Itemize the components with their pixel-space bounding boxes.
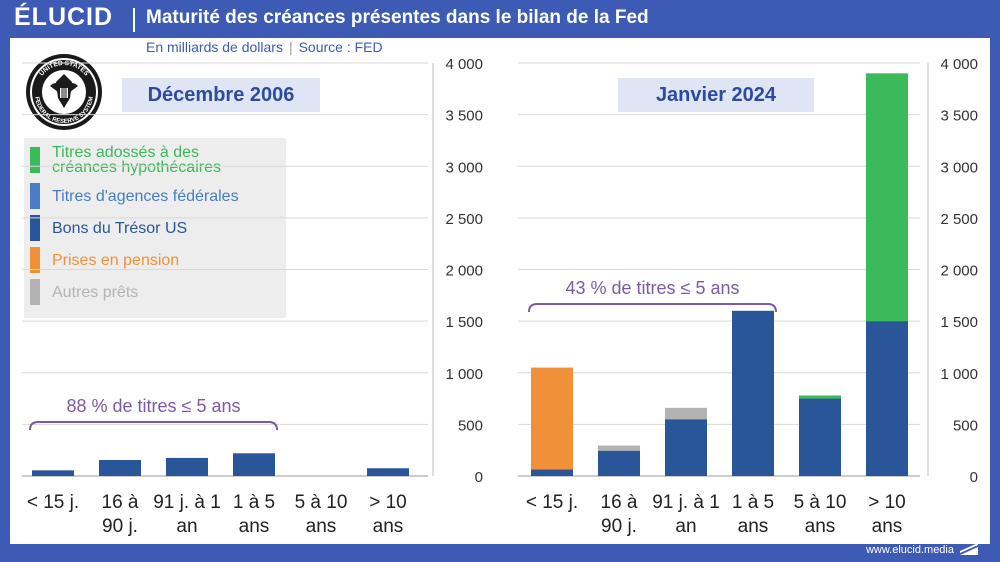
page-title: Maturité des créances présentes dans le … <box>146 7 649 28</box>
bar-1-4-mbs <box>799 395 841 399</box>
legend: Titres adossés à des créances hypothécair… <box>24 138 286 318</box>
bar-1-1-other <box>598 445 640 451</box>
y-tick-label-0-6: 3 000 <box>445 159 483 176</box>
x-tick-label-0-1-line1: 16 à <box>102 492 139 513</box>
x-tick-label-0-2-line1: 91 j. à 1 <box>153 492 221 513</box>
subtitle-separator: | <box>288 39 293 55</box>
legend-item-treasury: Bons du Trésor US <box>30 214 187 242</box>
y-tick-label-1-1: 500 <box>953 417 978 434</box>
bar-1-2-treasury <box>665 419 707 476</box>
x-tick-label-1-1-line1: 16 à <box>601 492 638 513</box>
elucid-logo: ÉLUCID <box>14 3 114 31</box>
period-label-2006: Décembre 2006 <box>122 78 320 112</box>
legend-swatch-repo <box>30 247 40 273</box>
y-tick-label-1-5: 2 500 <box>940 211 978 228</box>
elucid-mark-icon <box>958 541 980 562</box>
bar-1-5-mbs <box>866 73 908 322</box>
legend-swatch-treasury <box>30 215 40 241</box>
y-tick-label-0-7: 3 500 <box>445 108 483 125</box>
x-tick-label-1-1-line2: 90 j. <box>601 516 637 537</box>
annotation-text-0: 88 % de titres ≤ 5 ans <box>67 396 241 416</box>
source-label: Source : FED <box>298 39 383 55</box>
annotation-bracket-1 <box>528 303 777 313</box>
y-tick-label-0-8: 4 000 <box>445 56 483 73</box>
bar-1-2-other <box>665 407 707 420</box>
annotation-text-1: 43 % de titres ≤ 5 ans <box>566 278 740 298</box>
legend-label-treasury: Bons du Trésor US <box>52 219 188 237</box>
period-label-2024: Janvier 2024 <box>618 78 814 112</box>
x-tick-label-0-3-line2: ans <box>239 516 270 537</box>
x-tick-label-1-3-line2: ans <box>738 516 769 537</box>
x-tick-label-0-4-line1: 5 à 10 <box>295 492 348 513</box>
y-tick-label-0-4: 2 000 <box>445 263 483 280</box>
x-tick-label-1-2-line1: 91 j. à 1 <box>652 492 720 513</box>
y-tick-label-1-4: 2 000 <box>940 263 978 280</box>
y-tick-label-1-8: 4 000 <box>940 56 978 73</box>
y-tick-label-1-0: 0 <box>970 469 978 486</box>
legend-label-mbs-line2: créances hypothécaires <box>52 159 221 176</box>
bar-0-2-treasury <box>166 457 208 476</box>
bar-0-3-treasury <box>233 453 275 476</box>
y-tick-label-0-2: 1 000 <box>445 366 483 383</box>
legend-item-other: Autres prêts <box>30 278 138 306</box>
legend-swatch-other <box>30 279 40 305</box>
legend-label-mbs-line1: Titres adossés à des <box>52 144 200 161</box>
x-tick-label-1-5-line2: ans <box>872 516 903 537</box>
x-tick-label-1-3-line1: 1 à 5 <box>732 492 774 513</box>
y-tick-label-1-6: 3 000 <box>940 159 978 176</box>
legend-label-agency: Titres d'agences fédérales <box>52 187 239 205</box>
x-tick-label-0-5-line1: > 10 <box>369 492 407 513</box>
bar-1-4-treasury <box>799 398 841 476</box>
chart-subtitle: En milliards de dollars | Source : FED <box>146 39 383 55</box>
bar-1-1-treasury <box>598 450 640 476</box>
x-tick-label-0-2-line2: an <box>176 516 197 537</box>
y-tick-label-0-3: 1 500 <box>445 314 483 331</box>
legend-item-mbs: Titres adossés à des créances hypothécair… <box>30 144 221 176</box>
x-tick-label-0-1-line2: 90 j. <box>102 516 138 537</box>
legend-swatch-agency <box>30 183 40 209</box>
x-tick-label-1-0-line1: < 15 j. <box>526 492 578 513</box>
y-tick-label-1-3: 1 500 <box>940 314 978 331</box>
header-bar: ÉLUCID Maturité des créances présentes d… <box>0 0 1000 38</box>
x-tick-label-1-2-line2: an <box>675 516 696 537</box>
annotation-bracket-0 <box>29 421 278 431</box>
bar-1-0-repo <box>531 367 573 470</box>
federal-reserve-seal-icon: UNITED STATES FEDERAL RESERVE SYSTEM <box>22 52 106 132</box>
unit-label: En milliards de dollars <box>146 39 283 55</box>
x-tick-label-0-3-line1: 1 à 5 <box>233 492 275 513</box>
legend-label-repo: Prises en pension <box>52 251 180 269</box>
x-tick-label-1-4-line2: ans <box>805 516 836 537</box>
legend-label-mbs: Titres adossés à des créances hypothécair… <box>52 144 221 176</box>
y-tick-label-0-5: 2 500 <box>445 211 483 228</box>
y-tick-label-1-2: 1 000 <box>940 366 978 383</box>
legend-item-repo: Prises en pension <box>30 246 179 274</box>
x-tick-label-1-4-line1: 5 à 10 <box>794 492 847 513</box>
y-tick-label-0-1: 500 <box>458 417 483 434</box>
bar-1-3-treasury <box>732 310 774 476</box>
bar-1-5-treasury <box>866 321 908 476</box>
x-tick-label-1-5-line1: > 10 <box>868 492 906 513</box>
bar-0-0-treasury <box>32 470 74 476</box>
legend-swatch-mbs <box>30 147 40 173</box>
y-tick-label-1-7: 3 500 <box>940 108 978 125</box>
x-tick-label-0-5-line2: ans <box>373 516 404 537</box>
legend-item-agency: Titres d'agences fédérales <box>30 182 239 210</box>
x-tick-label-0-0-line1: < 15 j. <box>27 492 79 513</box>
x-tick-label-0-4-line2: ans <box>306 516 337 537</box>
bar-0-5-treasury <box>367 468 409 476</box>
legend-label-other: Autres prêts <box>52 283 139 301</box>
bar-0-1-treasury <box>99 459 141 476</box>
logo-divider <box>133 8 135 32</box>
footer-url[interactable]: www.elucid.media <box>865 544 954 556</box>
y-tick-label-0-0: 0 <box>475 469 483 486</box>
bar-1-0-treasury <box>531 469 573 476</box>
